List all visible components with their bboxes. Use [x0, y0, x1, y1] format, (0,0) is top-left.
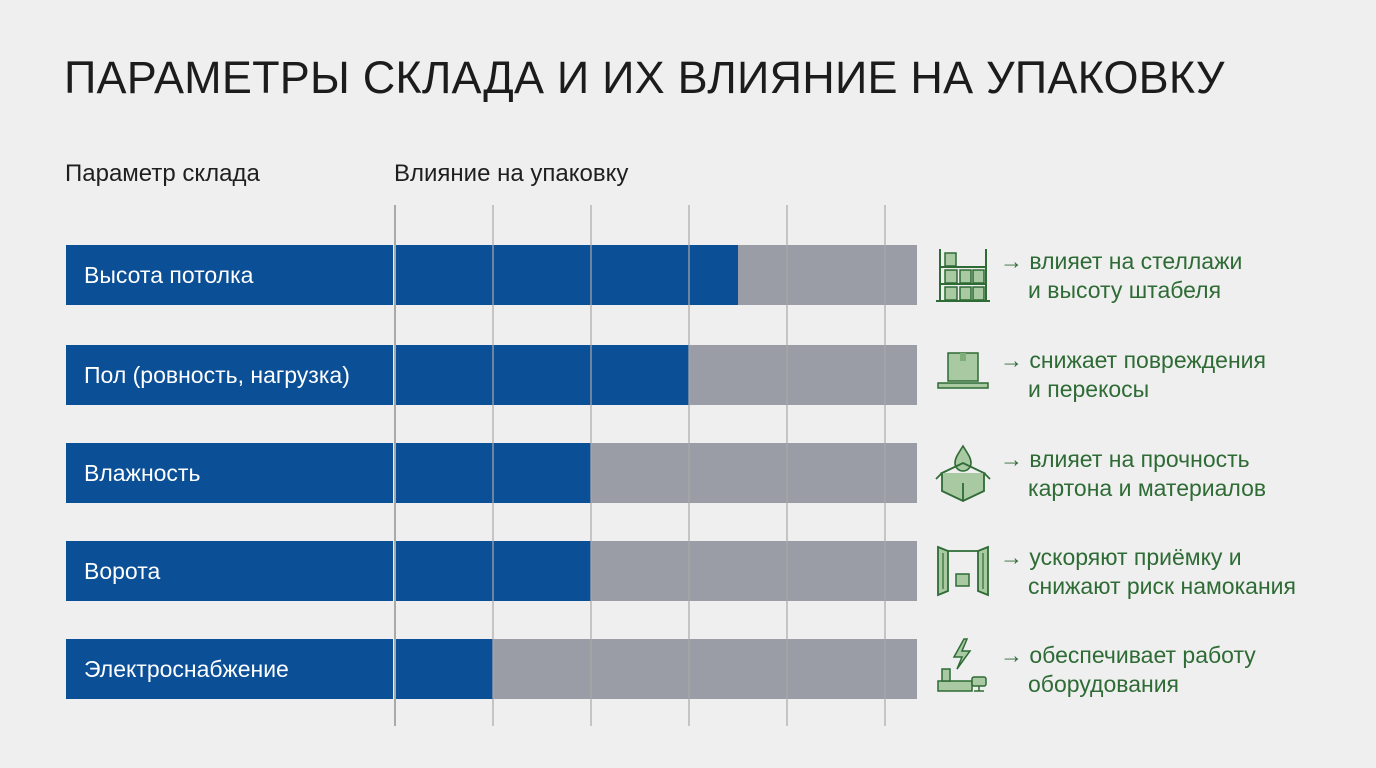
bar: [395, 639, 493, 699]
row-label-background: [66, 541, 393, 601]
power-equipment-icon: [937, 638, 987, 692]
bar: [395, 345, 689, 405]
impact-line-2: и высоту штабеля: [1028, 277, 1222, 303]
water-drop-box-icon: [935, 444, 991, 502]
row-label-humidity: Влажность: [84, 459, 201, 486]
impact-line-1: → влияет на стеллажи: [1000, 248, 1243, 274]
row-label-background: [66, 443, 393, 503]
row-label-power: Электроснабжение: [84, 655, 289, 682]
row-label-gates: Ворота: [84, 557, 161, 584]
gate-icon: [937, 545, 989, 597]
row-label-background: [66, 345, 393, 405]
bar: [395, 245, 738, 305]
impact-text-humidity: → влияет на прочность картона и материал…: [1000, 445, 1266, 503]
impact-text-ceiling-height: → влияет на стеллажи и высоту штабеля: [1000, 247, 1242, 305]
impact-text-power: → обеспечивает работу оборудования: [1000, 641, 1256, 699]
impact-line-2: снижают риск намокания: [1028, 573, 1296, 599]
impact-line-2: оборудования: [1028, 671, 1179, 697]
impact-line-1: → ускоряют приёмку и: [1000, 544, 1242, 570]
impact-line-2: картона и материалов: [1028, 475, 1267, 501]
impact-column-header: Влияние на упаковку: [394, 160, 629, 187]
row-label-floor: Пол (ровность, нагрузка): [84, 361, 350, 388]
page-title: ПАРАМЕТРЫ СКЛАДА И ИХ ВЛИЯНИЕ НА УПАКОВК…: [64, 52, 1225, 103]
impact-text-gates: → ускоряют приёмку и снижают риск намока…: [1000, 543, 1296, 601]
impact-line-2: и перекосы: [1028, 376, 1150, 402]
impact-line-1: → снижает повреждения: [1000, 347, 1266, 373]
row-label-background: [66, 245, 393, 305]
row-label-background: [66, 639, 393, 699]
box-on-floor-icon: [937, 352, 989, 389]
impact-text-floor: → снижает повреждения и перекосы: [1000, 346, 1266, 404]
impact-line-1: → влияет на прочность: [1000, 446, 1250, 472]
row-label-ceiling-height: Высота потолка: [84, 261, 254, 288]
parameter-column-header: Параметр склада: [65, 160, 260, 187]
impact-line-1: → обеспечивает работу: [1000, 642, 1256, 668]
shelving-rack-icon: [936, 249, 990, 302]
